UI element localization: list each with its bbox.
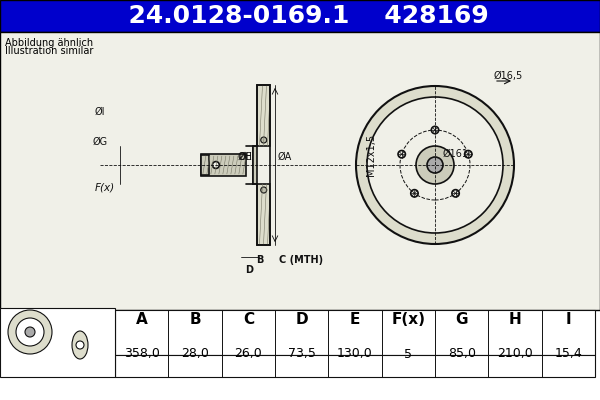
FancyBboxPatch shape [0, 32, 600, 310]
Text: ØE: ØE [239, 152, 253, 162]
Text: M12x1,5: M12x1,5 [366, 134, 376, 176]
FancyBboxPatch shape [115, 355, 595, 377]
Text: 130,0: 130,0 [337, 348, 373, 360]
Circle shape [427, 157, 443, 173]
FancyBboxPatch shape [0, 308, 115, 377]
FancyBboxPatch shape [201, 155, 209, 175]
Circle shape [25, 327, 35, 337]
Text: ØG: ØG [92, 137, 107, 147]
Circle shape [416, 146, 454, 184]
Text: G: G [455, 312, 468, 326]
Text: A: A [136, 312, 148, 326]
Circle shape [8, 310, 52, 354]
Text: 15,4: 15,4 [554, 348, 582, 360]
Text: I: I [566, 312, 571, 326]
Text: B: B [256, 255, 263, 265]
Circle shape [76, 341, 84, 349]
Circle shape [212, 162, 220, 168]
Text: ØH: ØH [238, 152, 253, 162]
Text: 73,5: 73,5 [288, 348, 316, 360]
FancyBboxPatch shape [201, 154, 246, 176]
Text: Abbildung ähnlich: Abbildung ähnlich [5, 38, 93, 48]
Text: H: H [509, 312, 521, 326]
Text: D: D [295, 312, 308, 326]
FancyBboxPatch shape [253, 146, 257, 184]
Text: Ø161: Ø161 [443, 149, 469, 159]
Text: 358,0: 358,0 [124, 348, 160, 360]
Circle shape [367, 97, 503, 233]
Text: F(x): F(x) [95, 182, 115, 192]
Circle shape [431, 126, 439, 134]
Text: ØI: ØI [95, 107, 105, 117]
Text: 210,0: 210,0 [497, 348, 533, 360]
Text: 85,0: 85,0 [448, 348, 476, 360]
Circle shape [411, 190, 418, 197]
Text: ØA: ØA [278, 152, 292, 162]
Text: 5: 5 [404, 348, 412, 360]
Circle shape [356, 86, 514, 244]
Text: E: E [350, 312, 360, 326]
Text: C (MTH): C (MTH) [279, 255, 323, 265]
Text: C: C [243, 312, 254, 326]
Text: 26,0: 26,0 [235, 348, 262, 360]
Circle shape [261, 137, 267, 143]
Text: F(x): F(x) [391, 312, 425, 326]
Text: Ø16,5: Ø16,5 [494, 71, 523, 81]
FancyBboxPatch shape [115, 310, 595, 355]
FancyBboxPatch shape [257, 184, 270, 245]
FancyBboxPatch shape [257, 85, 270, 146]
Text: 28,0: 28,0 [181, 348, 209, 360]
Circle shape [464, 150, 472, 158]
FancyBboxPatch shape [0, 0, 600, 32]
Text: Illustration similar: Illustration similar [5, 46, 94, 56]
Circle shape [398, 150, 406, 158]
Ellipse shape [72, 331, 88, 359]
Circle shape [16, 318, 44, 346]
Circle shape [261, 187, 267, 193]
Text: B: B [189, 312, 201, 326]
Text: D: D [245, 265, 253, 275]
Circle shape [452, 190, 459, 197]
Text: 24.0128-0169.1    428169: 24.0128-0169.1 428169 [111, 4, 489, 28]
